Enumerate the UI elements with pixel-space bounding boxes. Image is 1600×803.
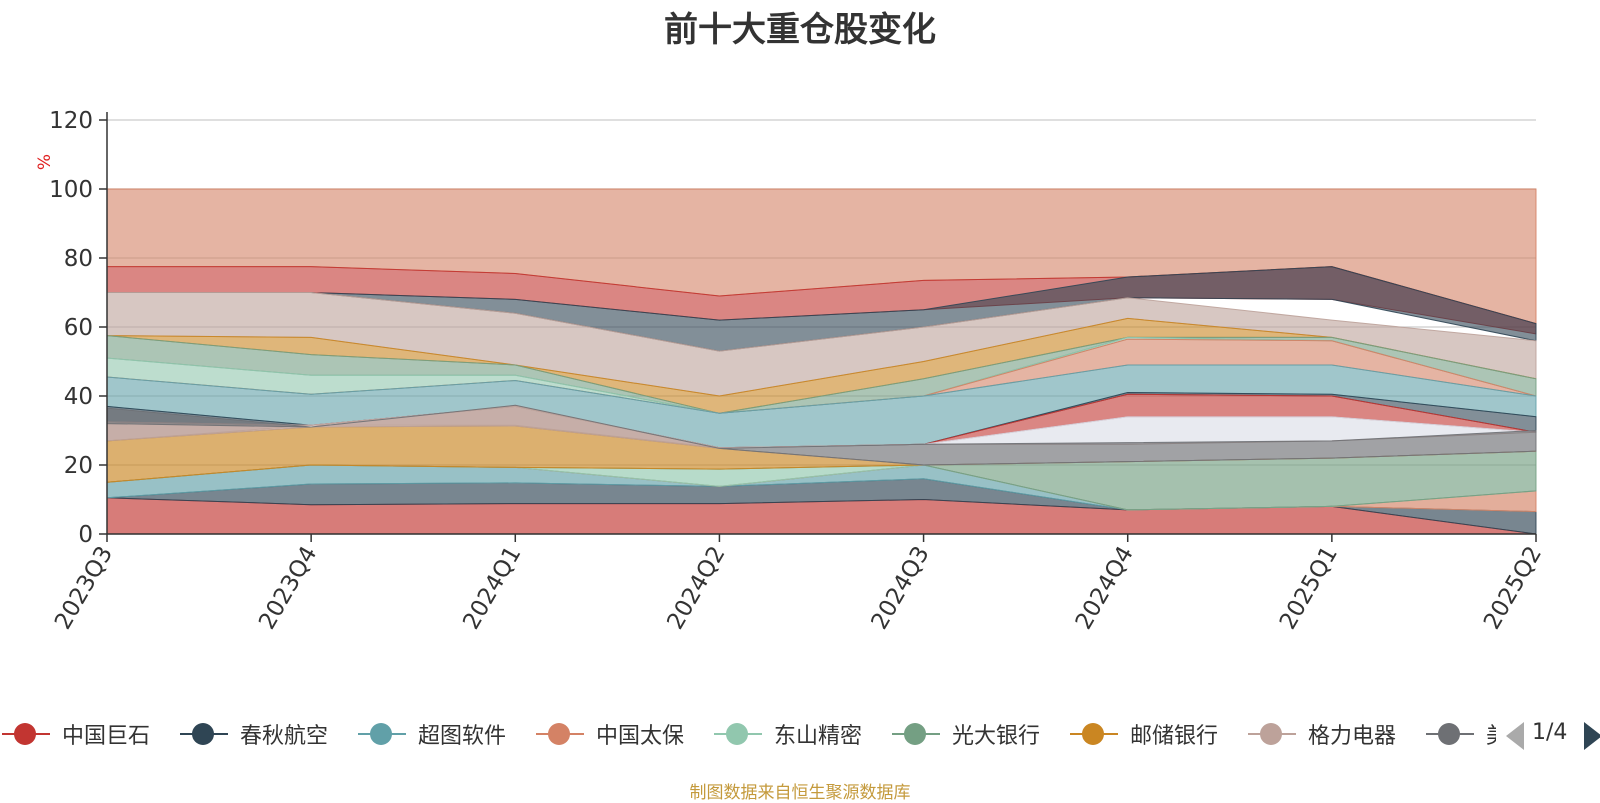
y-axis-unit: % [35, 154, 55, 170]
legend-item[interactable]: 春秋航空 [178, 716, 328, 752]
legend-label: 格力电器 [1308, 724, 1397, 749]
legend-label: 东山精密 [774, 724, 863, 749]
series-area [106, 404, 1537, 466]
y-tick-label: 120 [49, 108, 93, 134]
legend-item[interactable]: 中国太保 [534, 716, 684, 752]
y-tick-label: 60 [64, 315, 93, 341]
chart-title: 前十大重仓股变化 [664, 10, 936, 50]
legend-marker-icon [534, 719, 586, 749]
x-tick-label: 2025Q1 [1275, 542, 1343, 634]
y-tick-label: 40 [64, 384, 93, 410]
legend-marker-icon [0, 719, 52, 749]
legend-item[interactable]: 格力电器 [1246, 716, 1396, 752]
legend-item[interactable]: 邮储银行 [1068, 716, 1218, 752]
y-tick-label: 20 [64, 453, 93, 479]
legend-pager: 1/4 [1496, 716, 1600, 756]
legend-marker-icon [890, 719, 942, 749]
legend-label: 邮储银行 [1130, 724, 1219, 749]
legend-marker-icon [1246, 719, 1298, 749]
legend-label: 超图软件 [418, 724, 507, 749]
legend-item[interactable]: 中国巨石 [0, 716, 150, 752]
legend-page-indicator: 1/4 [1532, 720, 1568, 745]
legend-label: 中国巨石 [62, 724, 151, 749]
legend-label: 中国太保 [596, 724, 685, 749]
x-tick-label: 2025Q2 [1479, 542, 1547, 634]
legend-marker-icon [356, 719, 408, 749]
legend-label: 光大银行 [952, 724, 1041, 749]
legend-marker-icon [1068, 719, 1120, 749]
x-tick-label: 2024Q1 [458, 542, 526, 634]
legend-item[interactable]: 光大银行 [890, 716, 1040, 752]
x-tick-label: 2024Q4 [1071, 542, 1139, 634]
legend: 中国巨石春秋航空超图软件中国太保东山精密光大银行邮储银行格力电器美 [0, 716, 1600, 756]
legend-marker-icon [1424, 719, 1476, 749]
data-source-note: 制图数据来自恒生聚源数据库 [689, 783, 911, 803]
x-tick-label: 2023Q4 [254, 542, 322, 634]
legend-marker-icon [712, 719, 764, 749]
y-tick-label: 100 [49, 177, 93, 203]
legend-marker-icon [178, 719, 230, 749]
y-tick-label: 80 [64, 246, 93, 272]
x-tick-label: 2024Q3 [867, 542, 935, 634]
x-tick-label: 2024Q2 [662, 542, 730, 634]
x-tick-label: 2023Q3 [50, 542, 118, 634]
legend-item[interactable]: 东山精密 [712, 716, 862, 752]
legend-label: 春秋航空 [240, 724, 329, 749]
legend-next-page-icon[interactable] [1584, 722, 1600, 750]
y-tick-label: 0 [78, 522, 93, 548]
legend-item[interactable]: 超图软件 [356, 716, 506, 752]
legend-prev-page-icon[interactable] [1506, 722, 1524, 750]
